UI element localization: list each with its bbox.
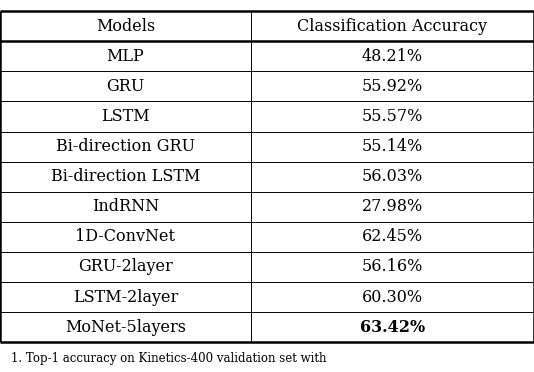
Text: Bi-direction LSTM: Bi-direction LSTM [51,168,200,185]
Text: Classification Accuracy: Classification Accuracy [297,18,488,35]
Text: 55.92%: 55.92% [362,78,423,95]
Text: 48.21%: 48.21% [362,48,423,65]
Text: IndRNN: IndRNN [92,198,159,215]
Text: 56.16%: 56.16% [362,259,423,276]
Text: MLP: MLP [107,48,144,65]
Text: 63.42%: 63.42% [360,319,425,336]
Text: 55.57%: 55.57% [362,108,423,125]
Text: GRU: GRU [106,78,145,95]
Text: 1. Top-1 accuracy on Kinetics-400 validation set with: 1. Top-1 accuracy on Kinetics-400 valida… [11,352,326,365]
Text: LSTM-2layer: LSTM-2layer [73,289,178,305]
Text: MoNet-5layers: MoNet-5layers [65,319,186,336]
Text: Bi-direction GRU: Bi-direction GRU [56,138,195,155]
Text: 62.45%: 62.45% [362,228,423,246]
Text: LSTM: LSTM [101,108,150,125]
Text: GRU-2layer: GRU-2layer [78,259,173,276]
Text: 55.14%: 55.14% [362,138,423,155]
Text: 27.98%: 27.98% [362,198,423,215]
Text: Models: Models [96,18,155,35]
Text: 1D-ConvNet: 1D-ConvNet [75,228,176,246]
Text: 56.03%: 56.03% [362,168,423,185]
Text: 60.30%: 60.30% [362,289,423,305]
